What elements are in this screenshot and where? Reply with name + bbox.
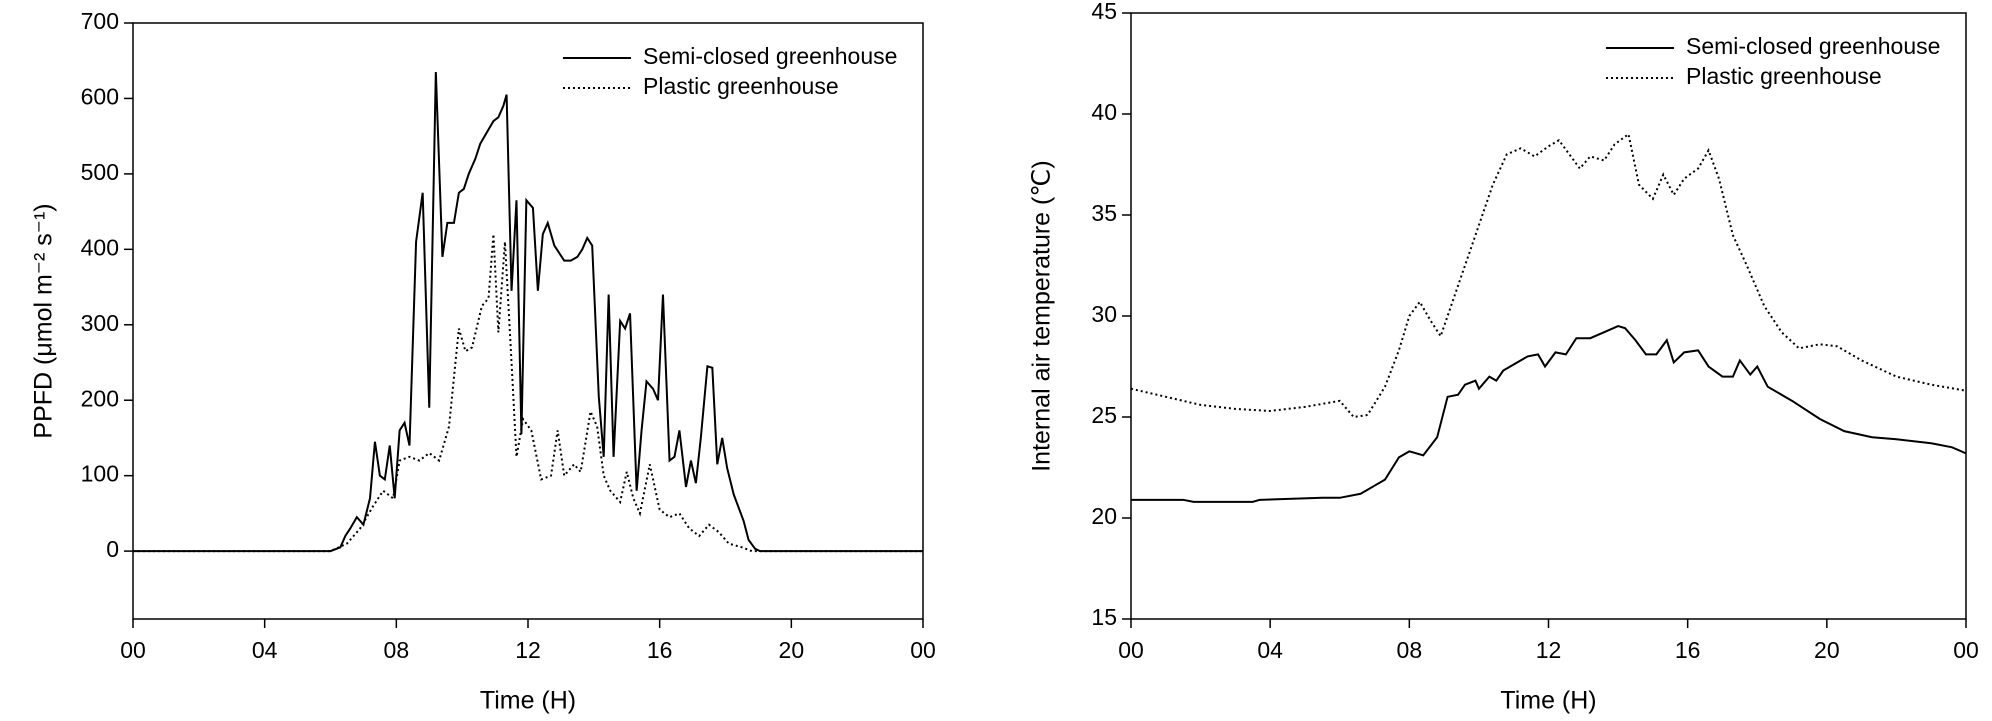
y-tick-label: 15	[1091, 604, 1117, 630]
y-tick-label: 500	[81, 159, 119, 185]
y-tick-label: 30	[1091, 301, 1117, 327]
x-tick-label: 12	[515, 637, 541, 663]
x-axis-label: Time (H)	[1500, 687, 1596, 715]
legend-label: Semi-closed greenhouse	[1686, 33, 1940, 59]
y-tick-label: 0	[106, 536, 119, 562]
x-tick-label: 00	[120, 637, 146, 663]
plot-frame	[132, 22, 924, 620]
y-tick-label: 700	[81, 8, 119, 34]
x-tick-label: 04	[252, 637, 278, 663]
y-tick-label: 45	[1091, 0, 1117, 24]
x-tick-label: 20	[1814, 637, 1840, 663]
y-tick-label: 20	[1091, 503, 1117, 529]
x-tick-label: 12	[1536, 637, 1562, 663]
x-tick-label: 00	[1953, 637, 1979, 663]
x-tick-label: 08	[1397, 637, 1423, 663]
y-axis-label: Internal air temperature (℃)	[1028, 160, 1056, 472]
x-tick-label: 20	[779, 637, 805, 663]
y-tick-label: 100	[81, 461, 119, 487]
y-tick-label: 300	[81, 310, 119, 336]
x-tick-label: 08	[384, 637, 410, 663]
line-series	[1130, 132, 1967, 419]
x-tick-label: 16	[1675, 637, 1701, 663]
x-tick-label: 16	[647, 637, 673, 663]
legend-label: Plastic greenhouse	[1686, 63, 1882, 89]
y-tick-label: 600	[81, 84, 119, 110]
x-tick-label: 00	[910, 637, 936, 663]
x-axis-label: Time (H)	[480, 687, 576, 715]
legend-label: Semi-closed greenhouse	[643, 43, 897, 69]
y-tick-label: 25	[1091, 402, 1117, 428]
line-series	[1131, 325, 1967, 503]
y-axis-label: PPFD (μmol m⁻² s⁻¹)	[30, 203, 58, 438]
x-tick-label: 04	[1257, 637, 1283, 663]
x-tick-label: 00	[1118, 637, 1144, 663]
y-tick-label: 200	[81, 385, 119, 411]
y-tick-label: 35	[1091, 200, 1117, 226]
y-tick-label: 40	[1091, 99, 1117, 125]
line-series	[133, 234, 923, 553]
line-series	[133, 72, 923, 553]
plot-frame	[1130, 12, 1967, 620]
legend-label: Plastic greenhouse	[643, 73, 839, 99]
y-tick-label: 400	[81, 234, 119, 260]
